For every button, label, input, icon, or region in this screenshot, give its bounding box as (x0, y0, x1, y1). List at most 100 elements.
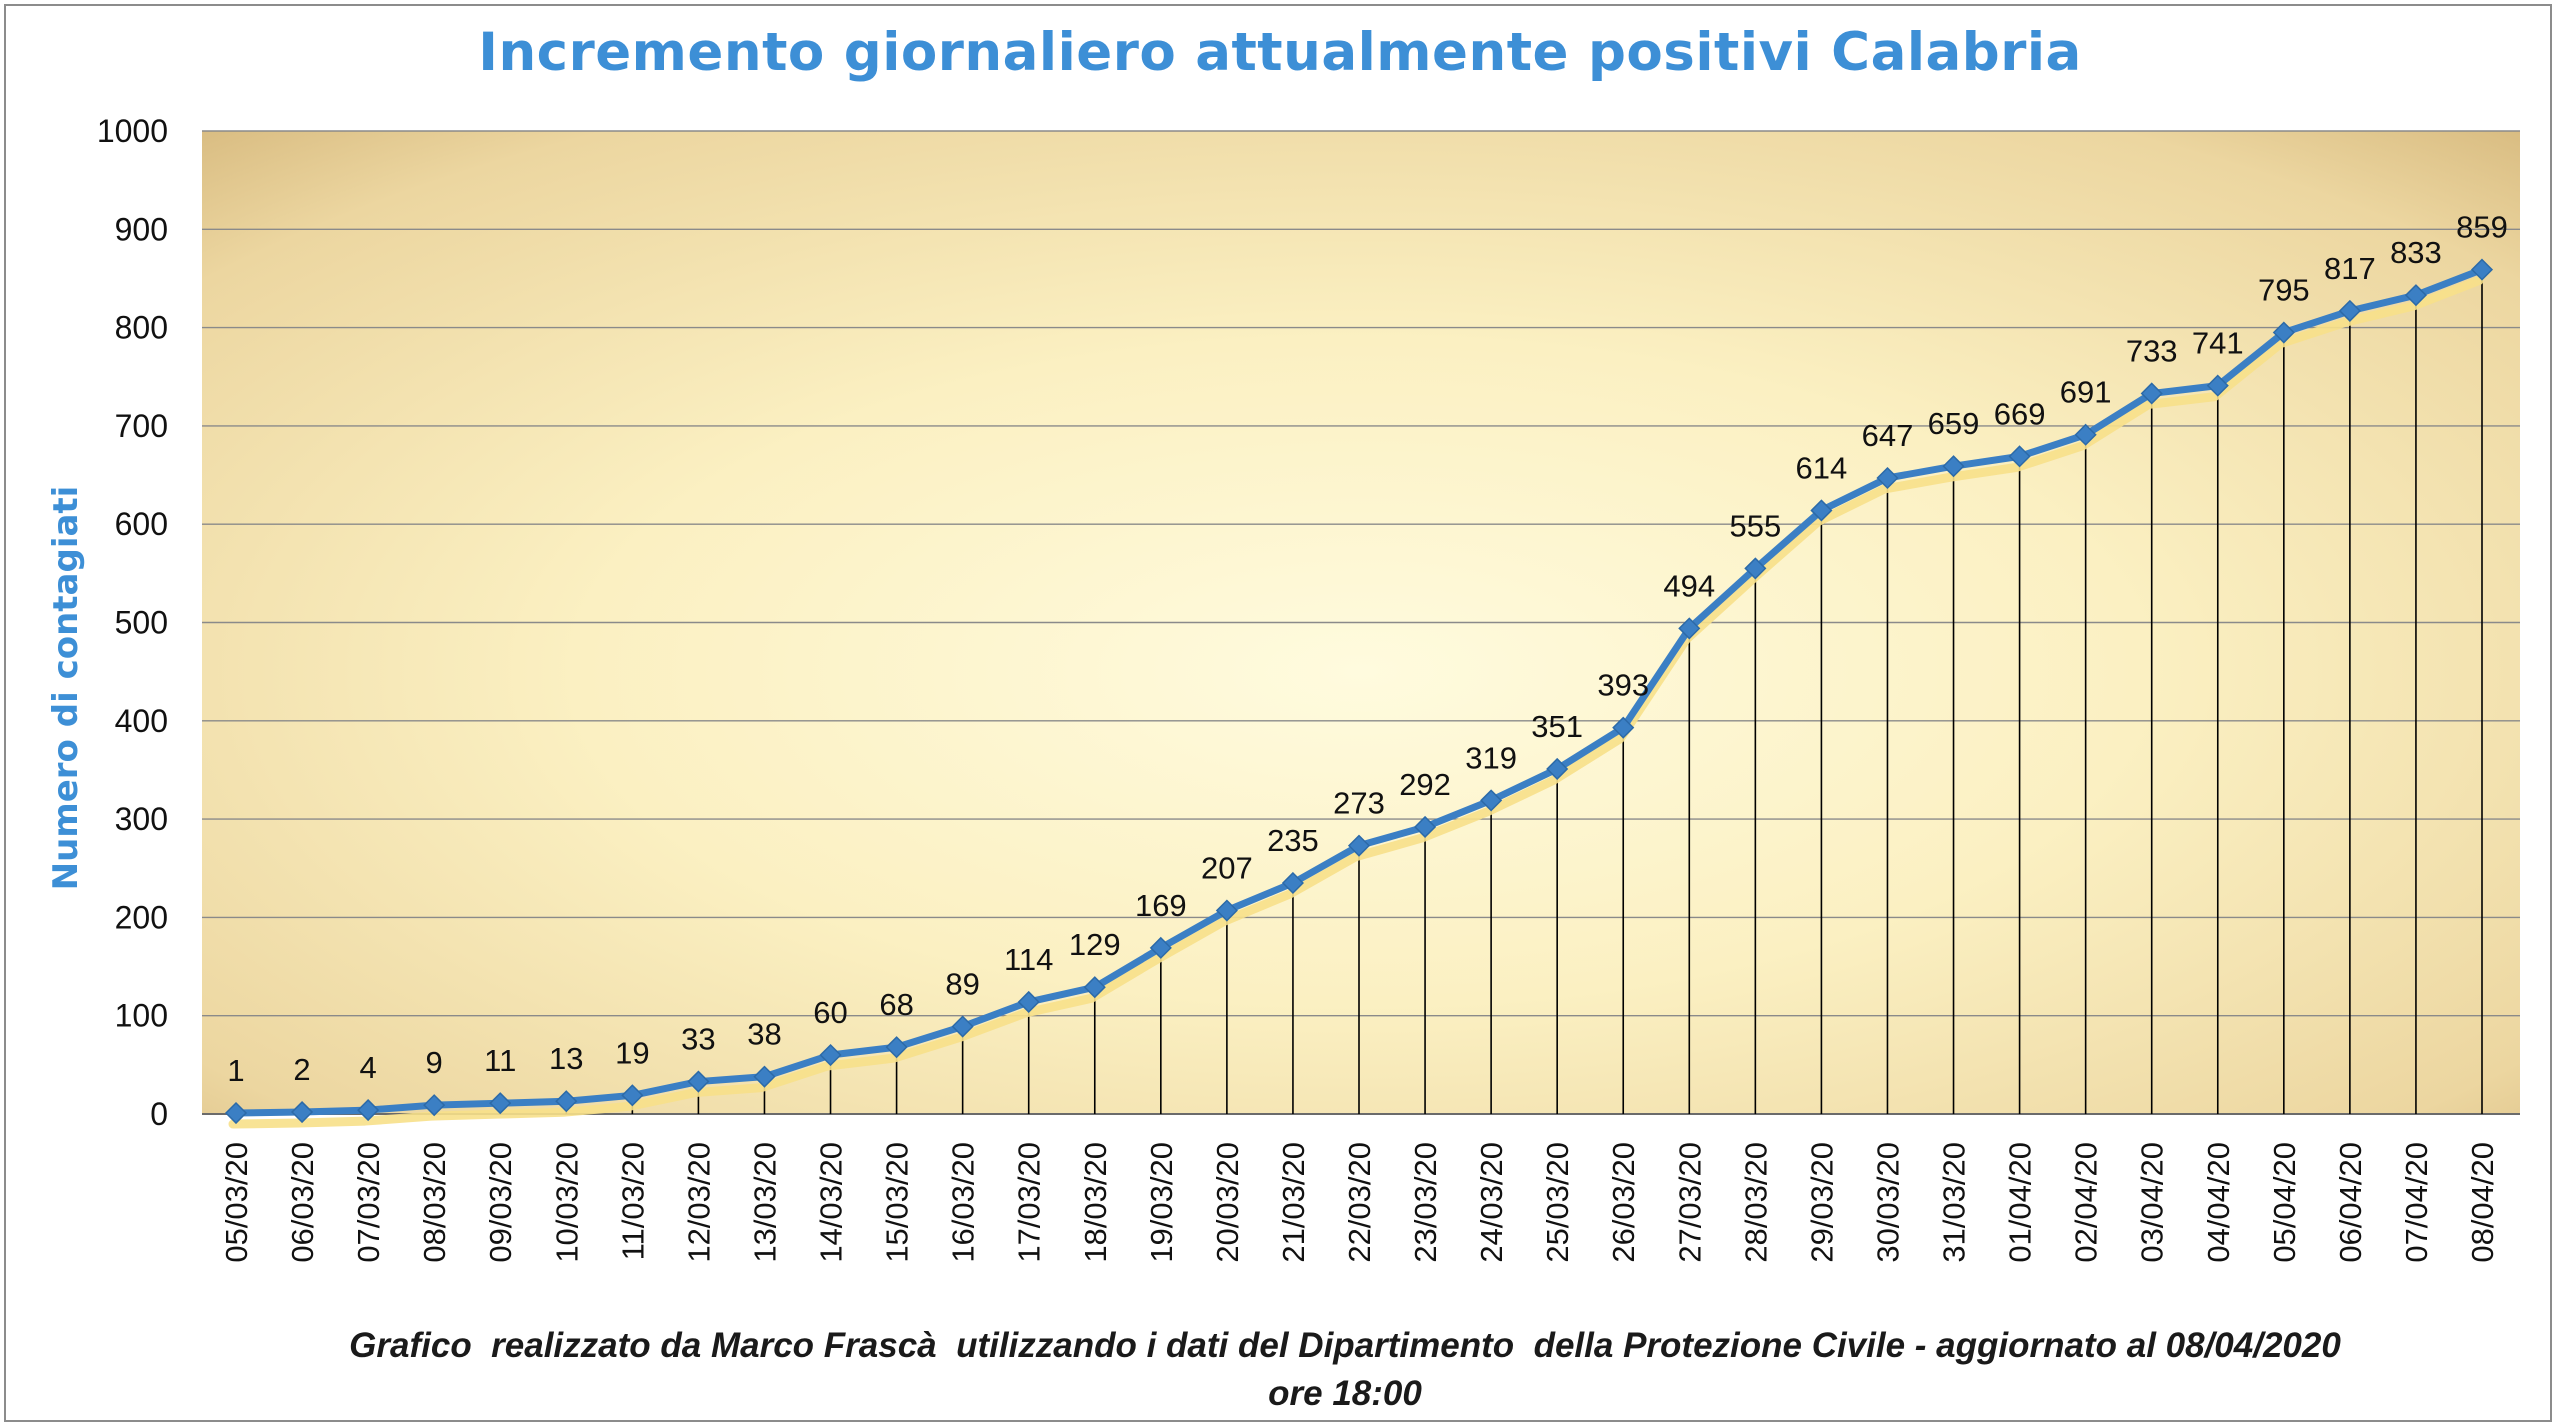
data-point (1413, 815, 1437, 839)
x-tick-label: 21/03/20 (1276, 1142, 1311, 1263)
data-point (1678, 617, 1701, 640)
x-tick-label: 01/04/20 (2003, 1142, 2038, 1263)
x-tick-label: 16/03/20 (946, 1142, 981, 1263)
y-tick-label: 500 (115, 605, 168, 641)
footer-time: ore 18:00 (1268, 1374, 1422, 1413)
y-tick-label: 600 (115, 506, 168, 542)
data-point (1215, 899, 1238, 922)
x-tick-label: 10/03/20 (549, 1142, 584, 1263)
chart-footer: Grafico realizzato da Marco Frascà utili… (0, 1322, 2560, 1418)
data-point (951, 1015, 974, 1038)
x-tick-label: 05/03/20 (219, 1142, 254, 1263)
data-label: 1 (227, 1053, 244, 1088)
x-tick-label: 08/03/20 (417, 1142, 452, 1263)
data-point (1810, 499, 1833, 522)
data-point (2338, 299, 2361, 322)
data-label: 11 (484, 1043, 516, 1078)
y-tick-label: 0 (150, 1096, 168, 1132)
data-point (2074, 423, 2097, 446)
data-point (2008, 445, 2031, 468)
data-label: 4 (359, 1050, 376, 1085)
data-point (357, 1099, 380, 1122)
data-label: 13 (549, 1041, 583, 1076)
y-tick-label: 800 (115, 310, 168, 346)
data-label: 859 (2456, 210, 2508, 245)
data-point (1546, 757, 1569, 781)
x-tick-label: 30/03/20 (1870, 1142, 1905, 1263)
x-tick-label: 22/03/20 (1342, 1142, 1377, 1263)
data-point (621, 1084, 644, 1107)
data-label: 235 (1267, 823, 1319, 858)
chart-title: Incremento giornaliero attualmente posit… (478, 22, 2082, 83)
data-label: 647 (1862, 418, 1914, 453)
y-tick-label: 200 (115, 899, 168, 935)
x-tick-label: 08/04/20 (2465, 1142, 2500, 1263)
x-tick-label: 19/03/20 (1144, 1142, 1179, 1263)
data-label: 614 (1796, 450, 1848, 485)
data-point (224, 1101, 248, 1125)
data-point (1149, 936, 1172, 959)
x-tick-label: 29/03/20 (1804, 1142, 1839, 1263)
data-point (1347, 834, 1371, 857)
data-label: 659 (1928, 406, 1980, 441)
data-label: 19 (615, 1035, 649, 1070)
data-label: 795 (2258, 273, 2310, 308)
data-label: 114 (1004, 942, 1053, 977)
data-point (2470, 258, 2494, 281)
data-point (2206, 374, 2229, 397)
data-point (1281, 871, 1305, 895)
data-point (2272, 321, 2295, 344)
x-tick-label: 20/03/20 (1210, 1142, 1245, 1263)
data-label: 68 (879, 987, 913, 1022)
data-labels: 1 2 4 9 11 13 19 33 38 60 68 89 114 129 169 207 235 273 29… (227, 210, 2507, 1088)
data-label: 733 (2126, 333, 2178, 368)
x-tick-label: 18/03/20 (1078, 1142, 1113, 1263)
data-point (1480, 789, 1503, 812)
data-label: 741 (2192, 326, 2244, 361)
footer-credit: Grafico realizzato da Marco Frascà utili… (349, 1326, 2341, 1365)
data-point (489, 1092, 512, 1115)
data-point (1612, 716, 1635, 739)
data-point (1876, 466, 1899, 490)
data-point (1083, 976, 1106, 999)
data-label: 494 (1663, 568, 1715, 603)
x-tick-label: 13/03/20 (747, 1142, 782, 1263)
x-tick-label: 06/03/20 (285, 1142, 320, 1263)
y-tick-label: 1000 (97, 113, 168, 149)
x-tick-label: 09/03/20 (483, 1142, 518, 1263)
y-tick-label: 100 (115, 998, 168, 1034)
series-line-shadow (228, 276, 2484, 1129)
y-tick-labels: 0 100 200 300 400 500 600 700 800 900 1000 (97, 113, 168, 1132)
x-tick-label: 06/04/20 (2333, 1142, 2368, 1263)
data-point (2140, 382, 2163, 405)
x-tick-label: 02/04/20 (2069, 1142, 2104, 1263)
data-point (1017, 990, 1040, 1013)
data-label: 351 (1531, 709, 1583, 744)
x-tick-label: 23/03/20 (1408, 1142, 1443, 1263)
y-tick-label: 300 (115, 801, 168, 837)
data-point (1942, 455, 1965, 478)
x-tick-label: 07/03/20 (351, 1142, 386, 1263)
data-label: 555 (1729, 508, 1781, 543)
data-label: 669 (1994, 396, 2046, 431)
data-label: 292 (1399, 767, 1451, 802)
x-tick-label: 24/03/20 (1474, 1142, 1509, 1263)
drop-lines (235, 269, 2483, 1114)
data-label: 273 (1333, 786, 1385, 821)
data-point (423, 1094, 446, 1117)
data-point (290, 1100, 314, 1124)
data-label: 60 (813, 995, 847, 1030)
x-tick-label: 11/03/20 (615, 1142, 650, 1260)
x-tick-labels: 05/03/20 06/03/20 07/03/20 08/03/20 09/03/20… (219, 1142, 2500, 1263)
data-point (753, 1065, 776, 1088)
data-label: 33 (681, 1022, 715, 1057)
y-tick-label: 900 (115, 211, 168, 247)
x-tick-label: 14/03/20 (814, 1142, 849, 1263)
data-label: 129 (1069, 927, 1121, 962)
data-label: 9 (426, 1045, 443, 1080)
x-tick-label: 17/03/20 (1012, 1142, 1047, 1263)
x-tick-label: 15/03/20 (880, 1142, 915, 1263)
data-point (885, 1036, 908, 1059)
data-markers (224, 258, 2494, 1125)
